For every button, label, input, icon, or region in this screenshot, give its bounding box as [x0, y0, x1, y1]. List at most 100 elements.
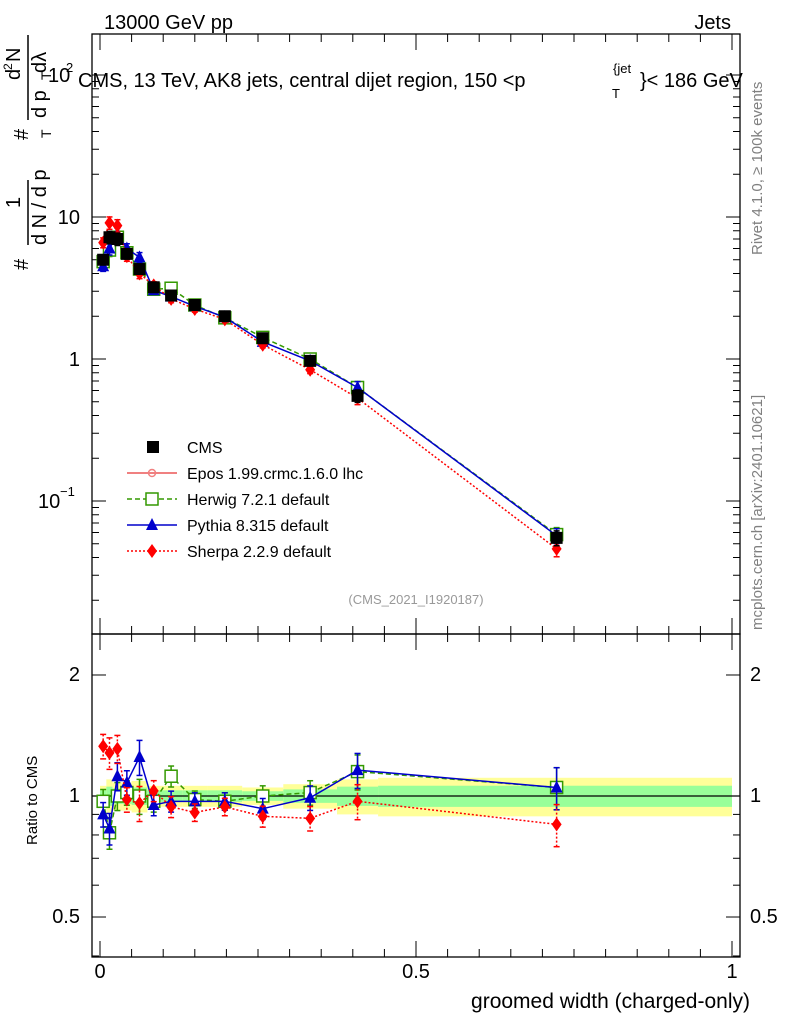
legend-marker-pythia — [146, 518, 158, 530]
main-point — [111, 232, 124, 245]
ylabel-T2: T — [38, 71, 54, 80]
legend-label-herwig: Herwig 7.2.1 default — [187, 492, 330, 509]
ratio-point — [352, 794, 363, 809]
rtick-1-right: 1 — [750, 785, 761, 807]
main-point — [550, 531, 563, 544]
ratio-y-axis-label: Ratio to CMS — [24, 756, 41, 845]
main-point — [165, 289, 178, 302]
legend-label-pythia: Pythia 8.315 default — [187, 518, 329, 535]
ratio-point — [164, 769, 178, 783]
ylabel-hash2: # — [11, 128, 33, 140]
plot-title: CMS, 13 TeV, AK8 jets, central dijet reg… — [78, 61, 744, 101]
ytick-01-exp: −1 — [60, 484, 75, 499]
ytick-100-exp: 2 — [66, 60, 73, 75]
axes-frames — [91, 33, 741, 958]
main-point — [133, 263, 146, 276]
ylabel-dl: dλ — [29, 52, 51, 73]
main-line — [102, 221, 558, 550]
main-sherpa — [98, 215, 562, 558]
analysis-watermark: (CMS_2021_I1920187) — [348, 592, 483, 607]
main-panel-series — [96, 215, 564, 558]
ratio-point — [304, 790, 317, 803]
legend-marker-herwig — [145, 492, 159, 506]
ytick-100: 10 — [48, 65, 70, 87]
x-tick-labels: 0 0.5 1 — [94, 961, 737, 983]
xtick-05: 0.5 — [402, 961, 430, 983]
legend-label-epos: Epos 1.99.crmc.1.6.0 lhc — [187, 466, 363, 483]
ratio-point — [305, 811, 316, 826]
ratio-point — [111, 769, 124, 782]
header-energy: 13000 GeV pp — [104, 12, 233, 34]
legend-marker-sherpa — [147, 544, 157, 558]
ylabel-sq: 2 — [1, 63, 15, 70]
main-point — [351, 389, 364, 402]
rtick-2-right: 2 — [750, 664, 761, 686]
rtick-1: 1 — [69, 785, 80, 807]
rtick-2: 2 — [69, 664, 80, 686]
main-y-axis-label: # 1 d N / d p T # d 2 N d p T dλ — [1, 35, 54, 270]
ratio-point — [219, 799, 230, 814]
main-point — [218, 310, 231, 323]
main-herwig — [96, 230, 564, 544]
ratio-point — [133, 750, 146, 763]
ratio-sherpa — [98, 733, 562, 848]
ylabel-one: 1 — [3, 197, 25, 208]
ratio-y-tick-labels: 2 1 0.5 2 1 0.5 — [52, 664, 778, 928]
ratio-point — [351, 763, 364, 776]
legend-label-cms: CMS — [187, 440, 223, 457]
main-line — [102, 232, 558, 537]
header-category: Jets — [694, 12, 731, 34]
ylabel-d2: d — [3, 69, 25, 80]
ratio-point — [120, 775, 133, 788]
ratio-point — [166, 799, 177, 814]
ratio-point — [121, 792, 132, 807]
main-point — [120, 247, 133, 260]
ratio-point — [112, 741, 123, 756]
legend-label-sherpa: Sherpa 2.2.9 default — [187, 544, 332, 561]
rtick-05: 0.5 — [52, 906, 80, 928]
ratio-point — [134, 796, 145, 811]
legend: CMS Epos 1.99.crmc.1.6.0 lhc Herwig 7.2.… — [127, 440, 363, 561]
xtick-1: 1 — [726, 961, 737, 983]
legend-marker-epos — [147, 468, 157, 478]
ylabel-T1: T — [38, 129, 54, 138]
main-point — [147, 281, 160, 294]
rtick-05-right: 0.5 — [750, 906, 778, 928]
rivet-label: Rivet 4.1.0, ≥ 100k events — [749, 82, 766, 255]
main-point — [188, 299, 201, 312]
ratio-panel-series — [96, 733, 564, 851]
main-point — [112, 218, 123, 233]
ytick-1: 1 — [69, 349, 80, 371]
ratio-point — [103, 821, 116, 834]
ratio-point — [147, 797, 160, 810]
ratio-point — [97, 807, 110, 820]
ratio-point — [98, 739, 109, 754]
ylabel-dp: d p — [29, 90, 51, 118]
main-point — [133, 250, 146, 263]
mcplots-label: mcplots.cern.ch [arXiv:2401.10621] — [749, 395, 766, 630]
ylabel-dN: d N / d p — [29, 169, 51, 245]
ratio-point — [104, 745, 115, 760]
title-main: CMS, 13 TeV, AK8 jets, central dijet reg… — [78, 70, 526, 92]
ytick-10: 10 — [58, 207, 80, 229]
x-axis-label: groomed width (charged-only) — [471, 990, 750, 1013]
ylabel-N: N — [3, 48, 25, 62]
ylabel-hash1: # — [11, 258, 33, 270]
main-point — [103, 241, 116, 254]
ytick-01: 10 — [38, 491, 60, 513]
main-point — [256, 332, 269, 345]
main-point — [304, 354, 317, 367]
title-sub: T — [612, 86, 620, 101]
ratio-point — [550, 780, 563, 793]
ratio-point — [551, 817, 562, 832]
main-pythia — [97, 226, 563, 545]
ratio-point — [148, 783, 159, 798]
xtick-0: 0 — [94, 961, 105, 983]
legend-marker-cms — [147, 441, 159, 453]
main-point — [97, 253, 110, 266]
main-cms — [97, 230, 563, 547]
title-tail: }< 186 GeV — [640, 70, 744, 92]
main-point — [104, 215, 115, 230]
ratio-point — [189, 805, 200, 820]
